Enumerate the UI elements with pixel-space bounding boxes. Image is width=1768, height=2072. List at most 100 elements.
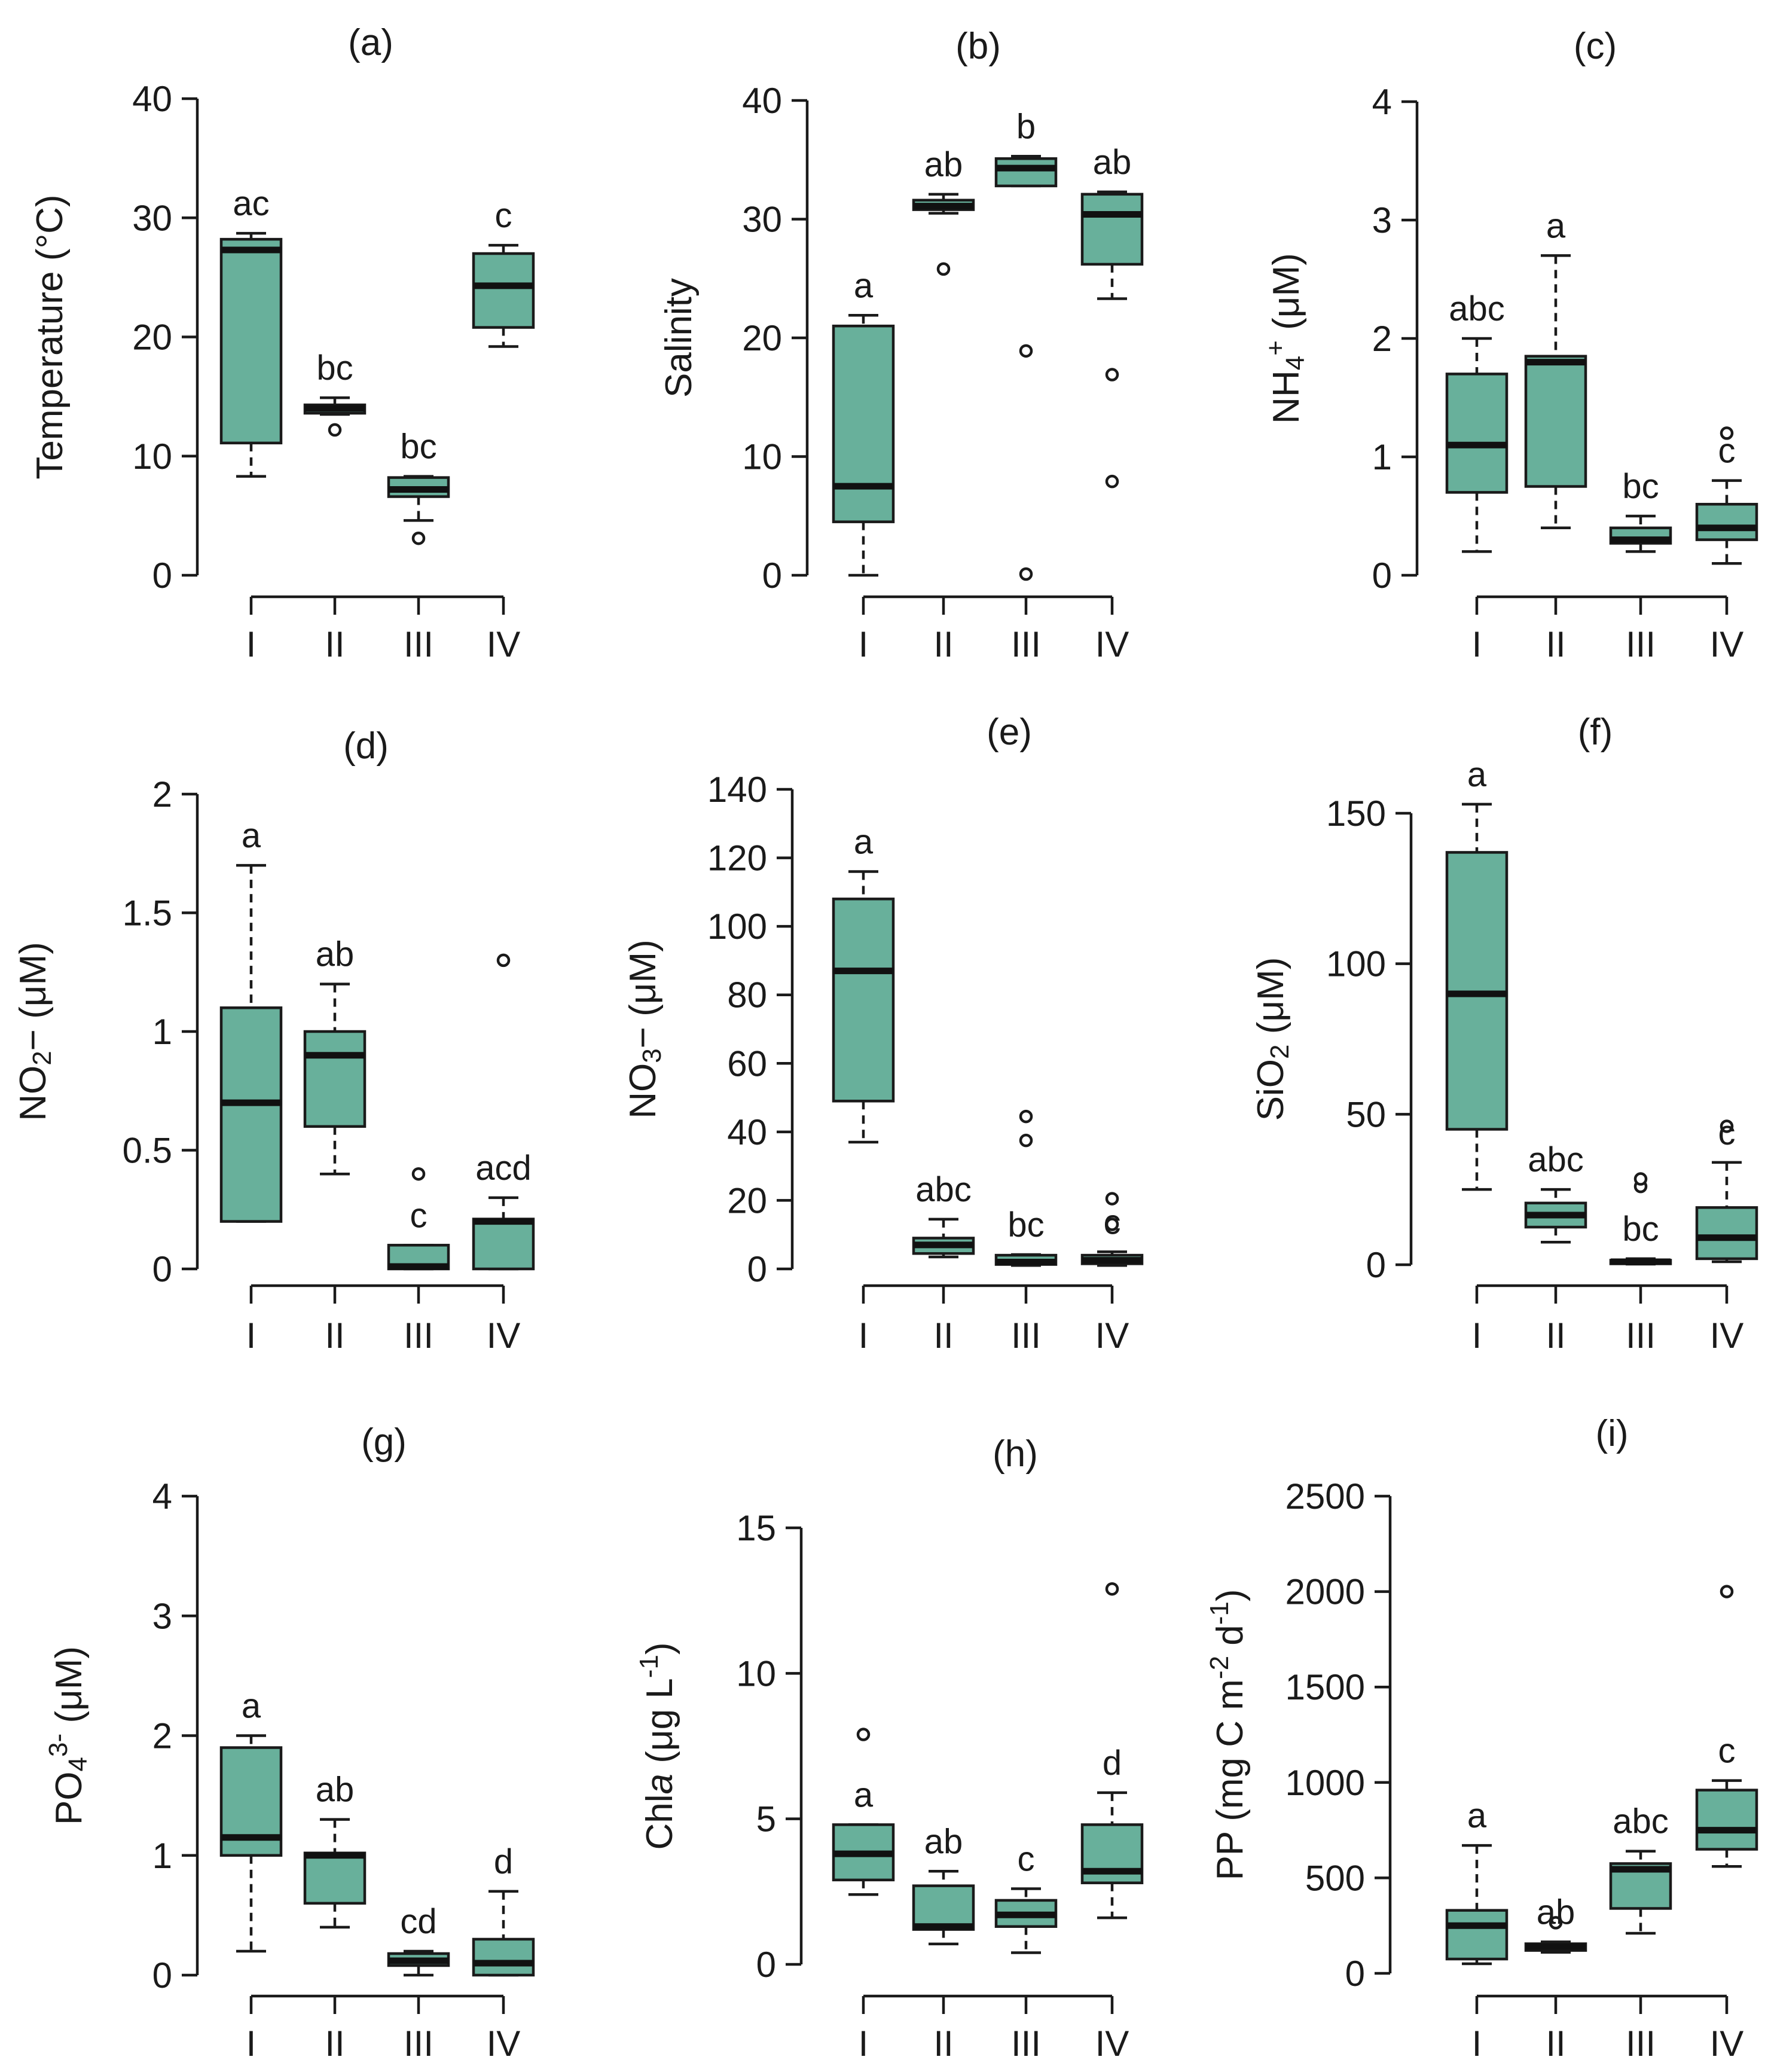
y-tick-label: 0	[762, 556, 782, 596]
y-tick-label: 140	[707, 770, 767, 810]
y-axis-label-part: NO	[622, 1063, 664, 1119]
y-tick-label: 4	[1372, 82, 1392, 122]
iqr-box	[472, 252, 535, 329]
significance-letter: acd	[475, 1149, 532, 1188]
y-axis-label-part: +	[1261, 340, 1290, 356]
significance-letter: d	[1103, 1744, 1122, 1783]
x-tick-label: IV	[1095, 1316, 1129, 1356]
panel-title: (e)	[987, 712, 1032, 753]
y-tick-label: 0.5	[123, 1131, 172, 1171]
y-tick-label: 1.5	[123, 893, 172, 933]
y-axis-label-part: PP (mg C m	[1210, 1679, 1251, 1880]
x-tick-label: IV	[487, 2024, 521, 2064]
x-tick-label: I	[859, 624, 869, 664]
y-axis-label-part: a	[639, 1774, 680, 1794]
y-axis: 0 20 40 60 80 100 120 140	[707, 770, 794, 1289]
x-axis: I II III IV	[1472, 595, 1743, 664]
box-II: a	[1524, 206, 1587, 530]
significance-letter: c	[1718, 1732, 1736, 1771]
y-axis-label-part: (μM)	[48, 1646, 90, 1734]
box-III: c	[994, 1839, 1058, 1954]
y-tick-label: 1	[152, 1836, 172, 1876]
y-axis-label: Salinity	[658, 278, 700, 398]
box-IV: c	[1080, 1192, 1144, 1267]
y-axis: 0 1 2 3 4	[1372, 82, 1419, 596]
x-tick-label: III	[1011, 1316, 1041, 1356]
iqr-box	[1695, 502, 1758, 541]
box-III: bc	[387, 428, 450, 545]
significance-letter: ab	[1093, 143, 1132, 182]
x-tick-label: IV	[1710, 1316, 1744, 1356]
y-tick-label: 2	[152, 774, 172, 814]
significance-letter: a	[854, 266, 874, 305]
x-axis: I II III IV	[859, 1994, 1129, 2064]
outlier-point	[1019, 1109, 1033, 1124]
y-tick-label: 500	[1305, 1858, 1365, 1898]
y-tick-label: 60	[727, 1043, 767, 1084]
y-tick-label: 0	[747, 1249, 767, 1289]
y-tick-label: 120	[707, 838, 767, 878]
x-tick-label: III	[1011, 2024, 1041, 2064]
outlier-point	[1549, 1916, 1563, 1930]
iqr-box	[219, 237, 283, 445]
y-axis: 0 1 2 3 4	[152, 1476, 199, 1995]
box-III: bc	[994, 1109, 1058, 1267]
significance-letter: c	[1018, 1839, 1035, 1878]
y-tick-label: 30	[132, 198, 172, 238]
y-tick-label: 1500	[1285, 1667, 1365, 1707]
iqr-box	[1695, 1206, 1758, 1261]
x-axis: I II III IV	[859, 1284, 1129, 1356]
box-II: ab	[303, 935, 367, 1176]
box-II: bc	[303, 349, 367, 437]
y-axis: 0 50 100 150	[1326, 794, 1413, 1285]
y-tick-label: 0	[756, 1945, 776, 1985]
y-tick-label: 0	[1345, 1954, 1365, 1994]
y-tick-label: 10	[736, 1653, 776, 1693]
y-axis-label-part: -1	[634, 1655, 664, 1678]
significance-letter: a	[1467, 1796, 1487, 1835]
outlier-point	[1105, 368, 1119, 382]
y-tick-label: 20	[132, 318, 172, 358]
y-axis-label-part: Chl	[639, 1795, 680, 1850]
box-I: a	[832, 266, 895, 577]
x-tick-label: III	[1626, 2024, 1656, 2064]
iqr-box	[303, 1851, 367, 1905]
significance-letter: bc	[400, 428, 436, 466]
y-tick-label: 2000	[1285, 1572, 1365, 1612]
box-I: a	[1445, 1796, 1509, 1966]
box-IV: acd	[472, 953, 535, 1271]
y-tick-label: 2	[152, 1716, 172, 1756]
box-I: ac	[219, 184, 283, 478]
y-axis-label-part: (μM)	[1266, 253, 1307, 340]
box-IV: d	[1080, 1582, 1144, 1920]
box-I: a	[832, 1728, 895, 1896]
significance-letter: bc	[316, 349, 353, 387]
y-tick-label: 4	[152, 1476, 172, 1516]
significance-letter: c	[495, 196, 512, 235]
y-tick-label: 0	[152, 556, 172, 596]
y-tick-label: 2500	[1285, 1476, 1365, 1516]
box-III: bc	[1609, 1172, 1672, 1266]
iqr-box	[303, 1030, 367, 1128]
iqr-box	[832, 898, 895, 1103]
y-axis: 0 10 20 30 40	[742, 81, 809, 596]
box-II: ab	[912, 145, 975, 276]
x-tick-label: IV	[1095, 2024, 1129, 2064]
outlier-point	[411, 531, 426, 545]
x-tick-label: III	[1011, 624, 1041, 664]
significance-letter: b	[1016, 107, 1036, 146]
y-tick-label: 100	[707, 907, 767, 947]
y-tick-label: 40	[742, 81, 782, 121]
y-axis-label-part: (μg L	[639, 1678, 680, 1774]
x-tick-label: I	[1472, 2024, 1482, 2064]
box-I: a	[219, 816, 283, 1223]
significance-letter: ab	[1537, 1893, 1575, 1931]
x-tick-label: II	[1546, 2024, 1565, 2064]
x-axis: I II III IV	[1472, 1994, 1743, 2064]
y-axis-label-part: )	[639, 1642, 680, 1655]
y-axis-label-part: 2	[1265, 1045, 1294, 1059]
y-tick-label: 2	[1372, 319, 1392, 359]
box-II: abc	[912, 1170, 975, 1259]
